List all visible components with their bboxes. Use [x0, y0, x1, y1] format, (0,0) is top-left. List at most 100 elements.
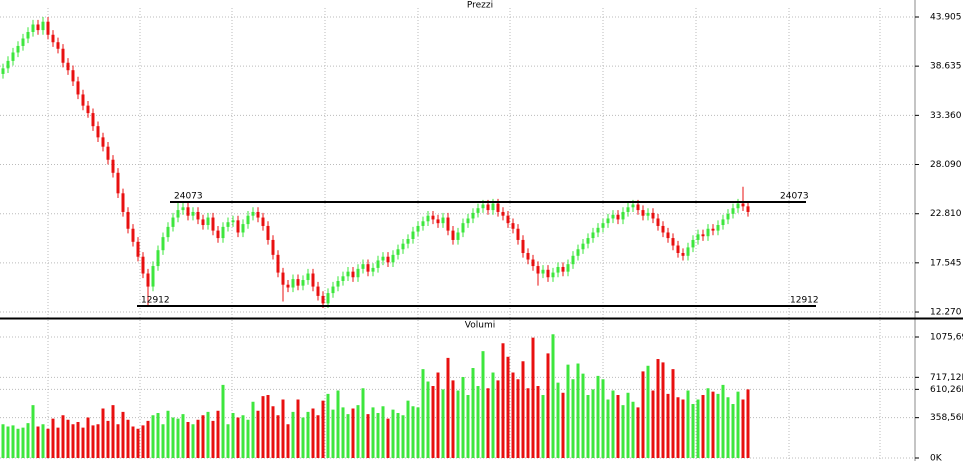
candle-body — [476, 208, 480, 213]
volume-bar — [131, 426, 135, 458]
candle-body — [541, 269, 545, 274]
volume-bar — [351, 408, 355, 458]
volume-bar — [301, 417, 305, 458]
candle-body — [641, 210, 645, 216]
volume-bar — [636, 407, 640, 458]
candle-body — [336, 280, 340, 287]
volume-bar — [536, 386, 540, 458]
volume-bar — [241, 415, 245, 458]
candle-body — [156, 250, 160, 267]
candle-body — [306, 273, 310, 281]
candle-body — [466, 218, 470, 224]
candle-body — [96, 126, 100, 138]
candle-body — [601, 223, 605, 228]
volume-bar — [121, 411, 125, 458]
candle-body — [261, 217, 265, 226]
candle-body — [426, 215, 430, 222]
volume-bar — [296, 399, 300, 458]
candle-body — [286, 284, 290, 288]
volume-bar — [376, 413, 380, 458]
candle-body — [341, 276, 345, 281]
volume-bar — [726, 397, 730, 458]
candle-body — [456, 232, 460, 240]
candle-body — [486, 204, 490, 211]
candle-body — [116, 172, 120, 194]
candle-body — [721, 219, 725, 226]
volume-bar — [576, 363, 580, 458]
volume-bar — [671, 369, 675, 458]
candle-body — [186, 207, 190, 216]
y-tick-label: 33.360 — [930, 111, 962, 121]
candle-body — [31, 24, 35, 32]
volume-bar — [386, 418, 390, 458]
level-label: 24073 — [174, 191, 203, 201]
volume-bar — [111, 405, 115, 458]
volume-bar — [221, 384, 225, 458]
volume-bar — [76, 422, 80, 458]
candle-body — [736, 203, 740, 209]
volume-bar — [51, 418, 55, 458]
volume-bar — [596, 375, 600, 458]
volume-bar — [666, 393, 670, 458]
volume-bar — [581, 373, 585, 458]
candle-body — [536, 266, 540, 274]
volume-bar — [46, 428, 50, 458]
level-label: 24073 — [780, 191, 809, 201]
candle-body — [251, 211, 255, 216]
candle-body — [381, 256, 385, 261]
volume-bar — [501, 343, 505, 458]
volume-bar — [201, 415, 205, 458]
candle-body — [596, 227, 600, 233]
y-tick-label: 1075,69K — [930, 333, 963, 343]
candle-body — [71, 70, 75, 82]
candle-body — [221, 226, 225, 239]
candle-body — [446, 217, 450, 231]
volume-bar — [446, 357, 450, 458]
volume-bar — [621, 405, 625, 458]
candle-body — [496, 203, 500, 212]
volume-bar — [106, 420, 110, 458]
volume-bar — [556, 382, 560, 458]
candle-body — [676, 245, 680, 253]
volume-bar — [661, 362, 665, 458]
y-tick-label: 28.090 — [930, 160, 962, 170]
volume-bar — [476, 386, 480, 458]
volume-bar — [31, 405, 35, 458]
volume-bar — [456, 390, 460, 458]
candle-body — [171, 217, 175, 227]
volume-bar — [186, 422, 190, 458]
candle-body — [646, 212, 650, 216]
candle-body — [546, 269, 550, 278]
candle-body — [46, 21, 50, 35]
candle-body — [551, 272, 555, 278]
candle-body — [376, 260, 380, 268]
volume-bar — [706, 388, 710, 458]
candle-body — [226, 222, 230, 227]
volume-bar — [626, 392, 630, 458]
volume-bar — [91, 425, 95, 458]
volume-bar — [166, 410, 170, 458]
volume-bar — [291, 411, 295, 458]
candle-body — [301, 280, 305, 286]
volume-bar — [561, 392, 565, 458]
candle-body — [716, 225, 720, 231]
candle-body — [361, 264, 365, 269]
candle-body — [216, 230, 220, 239]
volume-bar — [146, 420, 150, 458]
candle-body — [731, 208, 735, 214]
volume-bar — [676, 397, 680, 458]
y-tick-label: 17.545 — [930, 258, 962, 268]
volume-bar — [566, 364, 570, 458]
volume-bar — [591, 389, 595, 458]
volume-bar — [511, 372, 515, 458]
candle-body — [531, 259, 535, 267]
candle-body — [36, 24, 40, 31]
volume-bar — [681, 399, 685, 458]
candle-body — [211, 217, 215, 231]
volume-bar — [181, 414, 185, 458]
candle-body — [166, 226, 170, 238]
candle-body — [296, 279, 300, 286]
volume-bar — [531, 337, 535, 458]
candle-body — [616, 214, 620, 220]
volume-bar — [571, 379, 575, 458]
